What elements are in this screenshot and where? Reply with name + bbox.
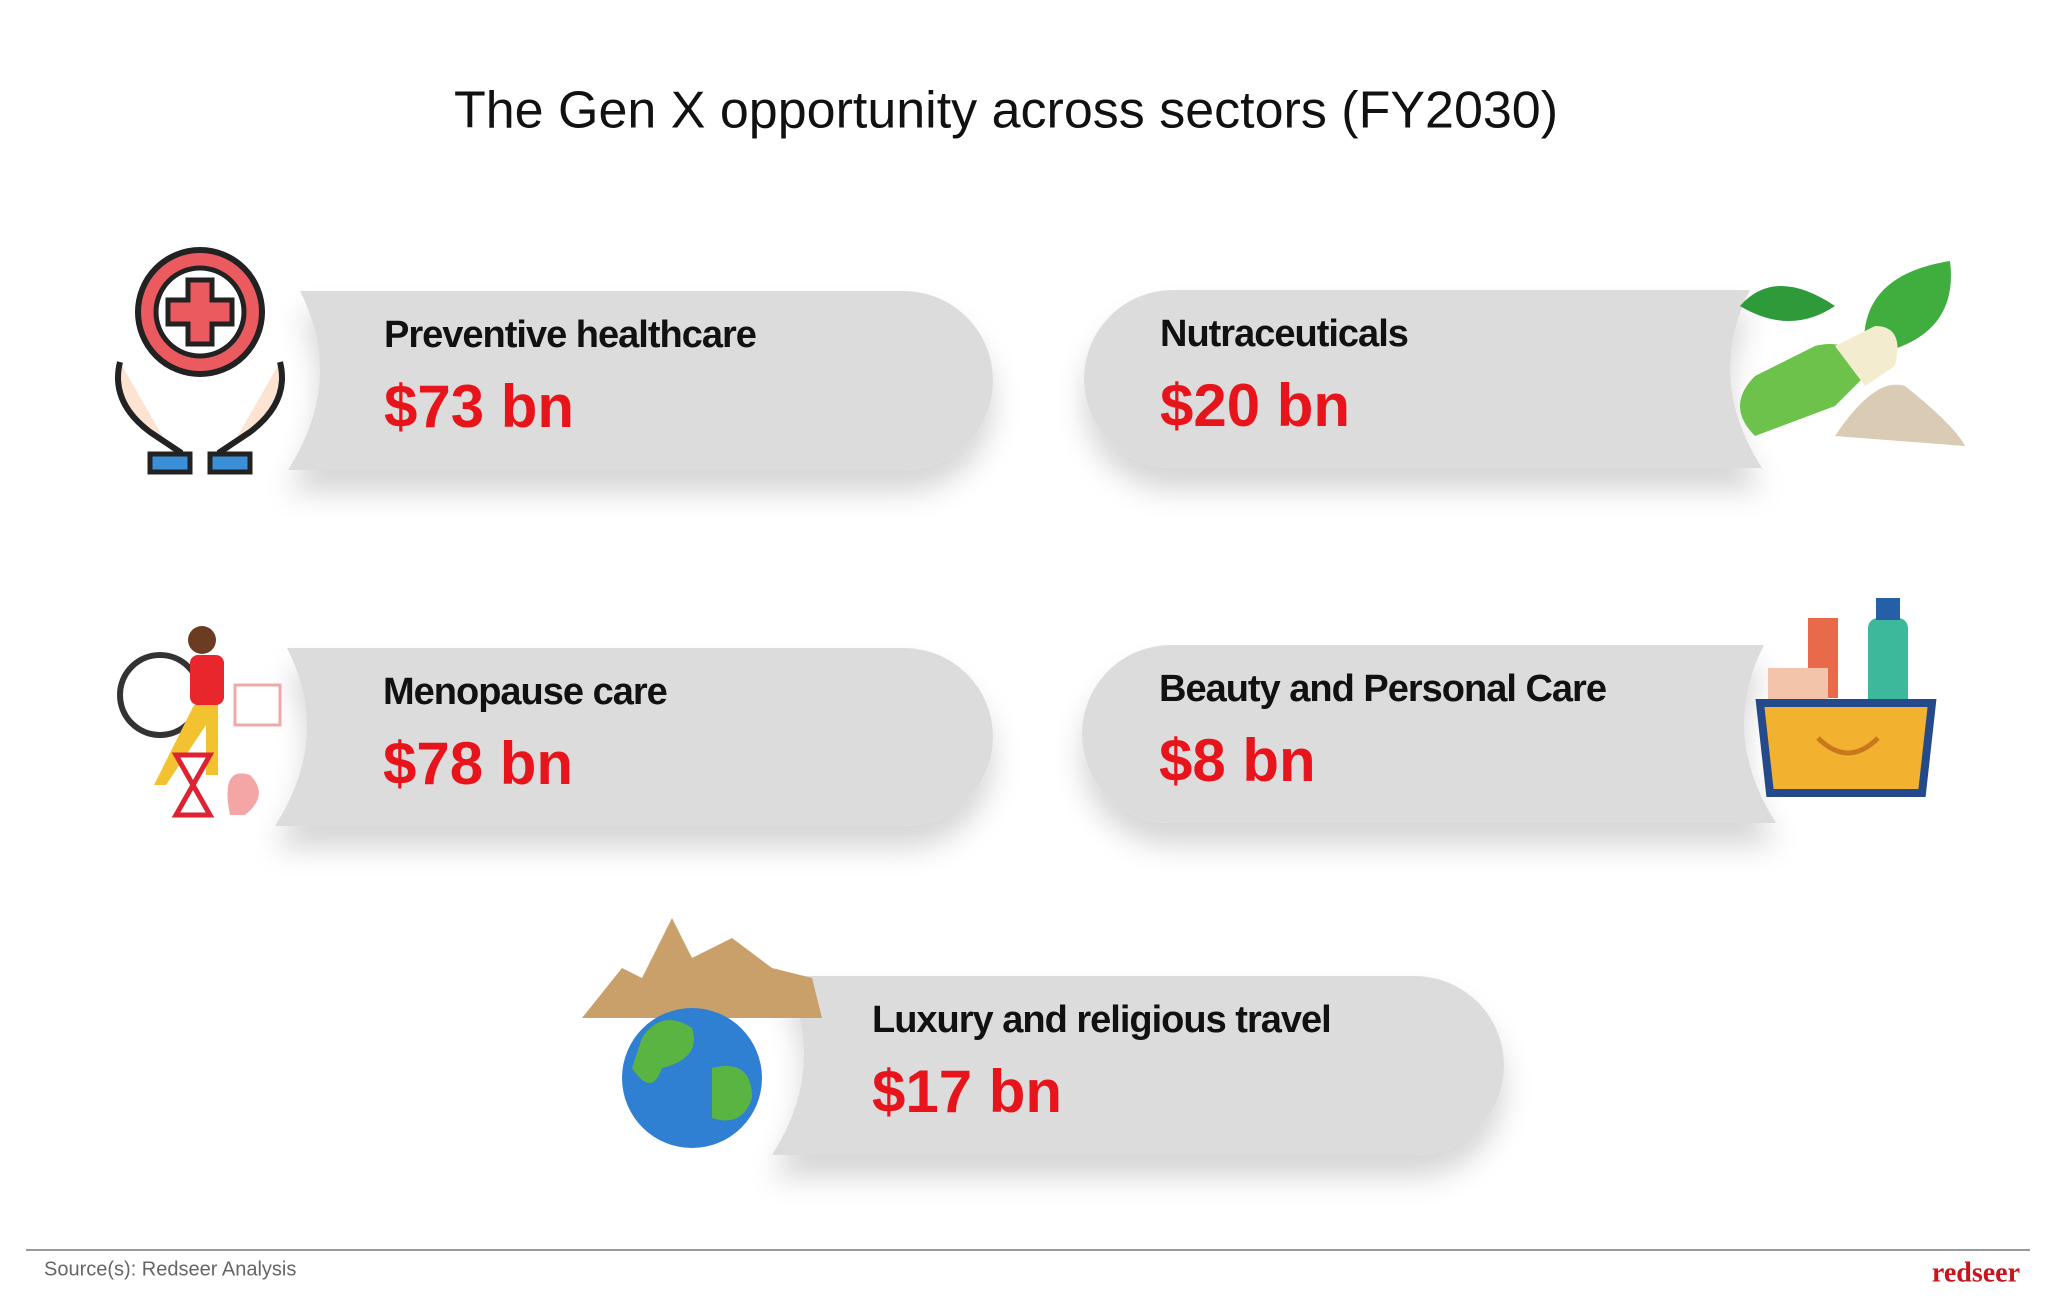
sector-card — [288, 291, 993, 470]
icons — [115, 247, 1965, 1148]
sector-label: Nutraceuticals — [1160, 313, 1408, 355]
sector-value: $78 bn — [383, 730, 573, 797]
sector-card — [1082, 645, 1776, 823]
sector-value: $73 bn — [384, 373, 574, 440]
healthcare-icon — [115, 247, 285, 475]
source: Source(s): Redseer Analysis — [44, 1258, 296, 1280]
cards: Preventive healthcare $73 bn Nutraceutical… — [275, 290, 1776, 1155]
logo: redseer — [1932, 1257, 2020, 1288]
sector-value: $8 bn — [1159, 727, 1316, 794]
sector-card — [275, 648, 993, 826]
sector-label: Preventive healthcare — [384, 314, 756, 356]
sector-label: Menopause care — [383, 671, 667, 713]
sector-label: Luxury and religious travel — [872, 999, 1331, 1041]
beauty-icon — [1755, 598, 1937, 797]
sector-card — [772, 976, 1505, 1155]
sector-label: Beauty and Personal Care — [1159, 668, 1606, 710]
sector-value: $17 bn — [872, 1058, 1062, 1125]
nutraceutical-icon — [1740, 261, 1965, 446]
travel-icon — [582, 918, 822, 1148]
sector-card — [1084, 290, 1762, 468]
sector-value: $20 bn — [1160, 372, 1350, 439]
title: The Gen X opportunity across sectors (FY… — [454, 82, 1558, 140]
menopause-icon — [117, 626, 282, 818]
